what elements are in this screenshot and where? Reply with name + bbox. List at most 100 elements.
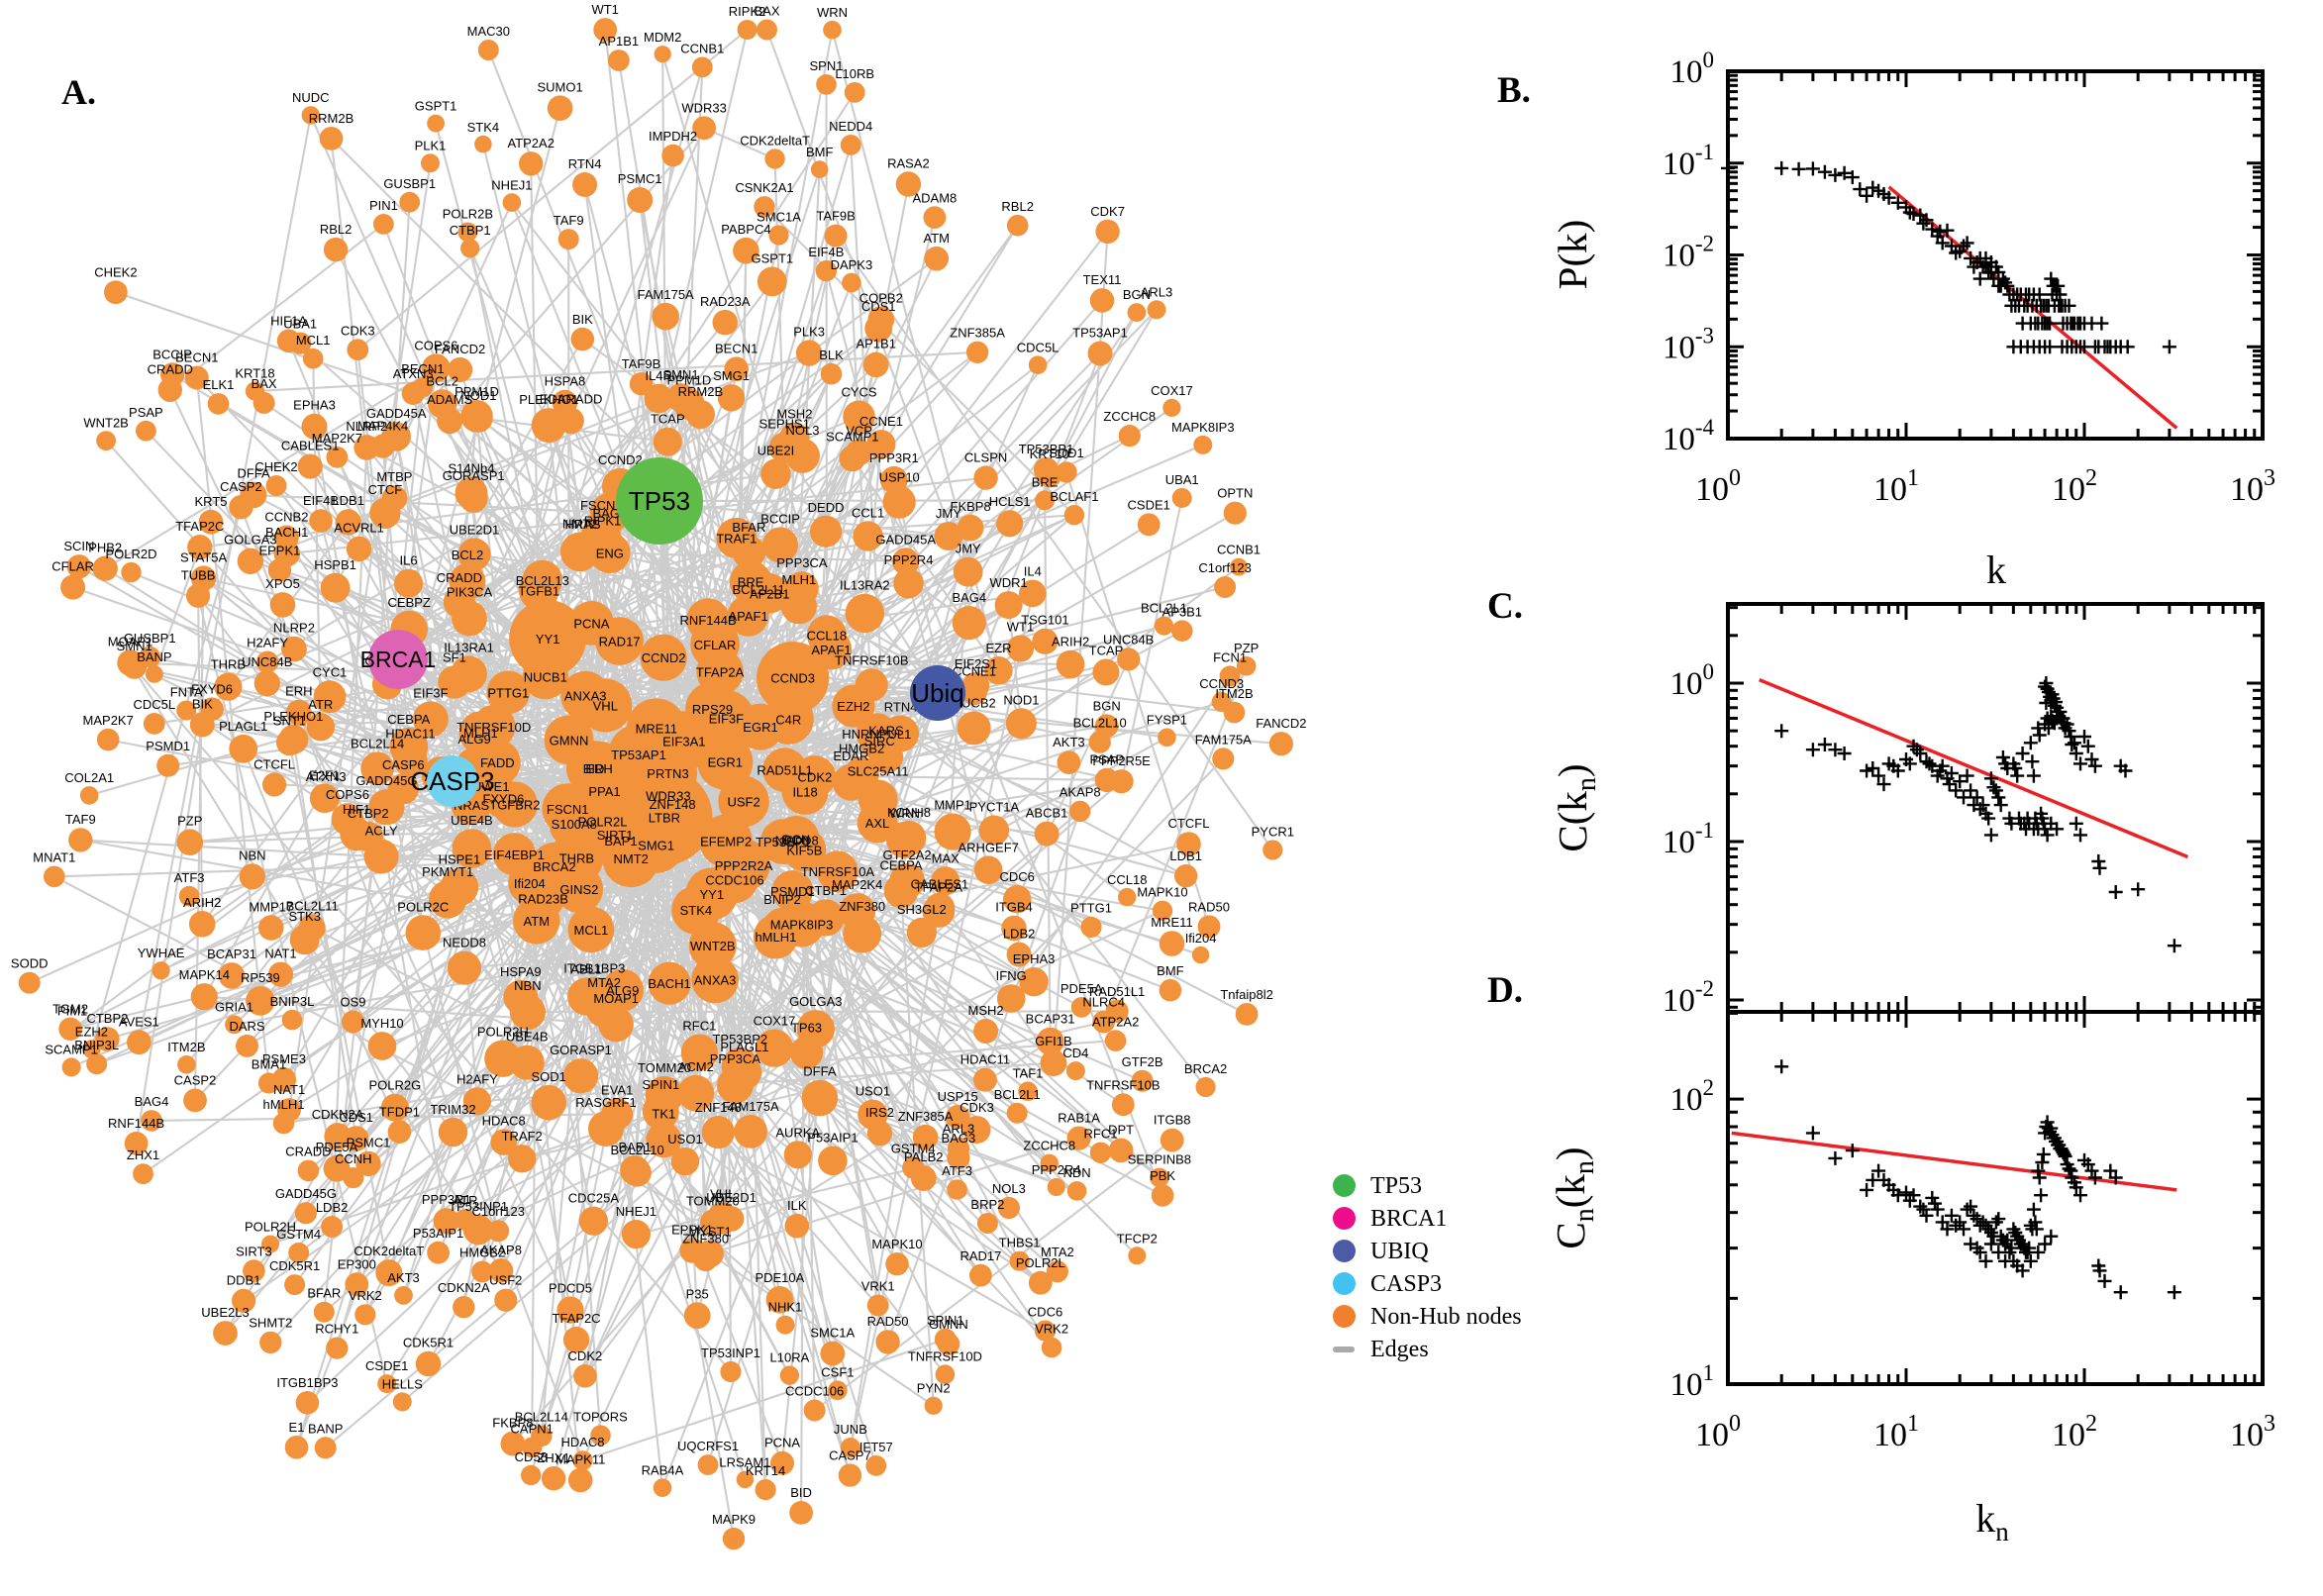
node-label: CCNE1 [953, 663, 996, 678]
tick-label: 101 [1670, 1360, 1715, 1403]
network-node [326, 1337, 349, 1359]
network-node [198, 509, 224, 535]
x-axis-label: kn​ [1975, 1496, 2009, 1546]
network-node [302, 348, 324, 369]
tick-label: 100 [1670, 659, 1715, 702]
network-node [906, 917, 937, 948]
node-label: MAX [932, 850, 960, 865]
node-label: RFC1 [682, 1019, 716, 1034]
node-label: NBN [514, 978, 541, 993]
network-node [1019, 967, 1049, 997]
network-node [626, 698, 686, 758]
hub-label: TP53 [629, 486, 690, 516]
node-label: NEDD8 [775, 833, 819, 848]
node-label: JMY [936, 506, 961, 521]
network-node [1174, 864, 1198, 888]
network-node [18, 971, 41, 994]
node-label: TEX11 [1083, 272, 1122, 287]
network-node [770, 1450, 794, 1475]
node-label: PPP3R1 [422, 1192, 471, 1207]
node-label: TFAP2A [696, 665, 745, 680]
network-node [229, 495, 253, 520]
node-label: FYSP1 [1147, 713, 1187, 728]
node-label: EIF3F [413, 685, 448, 700]
legend-edge-swatch [1333, 1346, 1355, 1352]
network-node [573, 1364, 597, 1388]
node-label: BANP [137, 649, 171, 664]
network-node [531, 1425, 553, 1447]
node-label: L10RA [770, 1349, 810, 1364]
network-node [1092, 1010, 1116, 1034]
node-label: MAP2K7 [312, 431, 362, 446]
node-label: CEBPZ [388, 595, 431, 610]
network-node [843, 400, 875, 434]
node-label: TAF9 [554, 213, 584, 228]
network-node [866, 430, 896, 459]
node-label: RCHY1 [315, 1322, 358, 1337]
node-label: SMN1 [662, 367, 698, 382]
network-node [1095, 219, 1120, 245]
network-node [387, 1120, 412, 1144]
network-node [947, 1146, 970, 1170]
network-node [866, 1294, 889, 1317]
node-label: PYN2 [917, 1381, 951, 1396]
node-label: NUCB1 [524, 669, 567, 684]
network-node [1236, 656, 1257, 676]
node-label: TFAP2C [553, 1311, 601, 1326]
node-label: TGFBR2 [489, 798, 540, 813]
network-node [895, 171, 922, 197]
node-label: EIF4EBP1 [484, 848, 545, 862]
network-node [1070, 997, 1092, 1018]
node-label: CDC5L [1017, 340, 1060, 354]
node-label: PTTG1 [487, 685, 529, 700]
node-label: S100A8 [552, 817, 597, 832]
node-label: ABL1 [570, 962, 602, 977]
network-node [284, 1274, 306, 1296]
network-node [178, 885, 200, 907]
node-label: L10RB [835, 66, 874, 81]
node-label: CDS1 [339, 1110, 373, 1125]
network-node [421, 153, 440, 173]
node-label: SPIN1 [643, 1077, 680, 1092]
node-label: HSPA8 [545, 374, 586, 389]
network-node [257, 1072, 280, 1094]
node-label: ZCCHC8 [1103, 409, 1156, 424]
node-label: NEDD4 [829, 119, 872, 134]
network-node [324, 1123, 352, 1150]
node-label: Ifi204 [514, 876, 546, 891]
node-label: PZP [177, 813, 202, 828]
node-label: CTBP2 [86, 1011, 128, 1026]
network-graph-panel-a: WDR33PRTN3ZNF148LTBRTP53AP1EIF3A1SMG1MRE… [11, 2, 1307, 1550]
network-node [762, 527, 799, 563]
node-label: CSF1 [821, 1365, 854, 1380]
node-label: IL18 [792, 784, 817, 799]
node-label: UBE4B [506, 1030, 549, 1045]
node-label: MYH10 [360, 1016, 403, 1031]
legend-color-swatch [1333, 1272, 1356, 1295]
node-label: AURKA [775, 1125, 820, 1140]
node-label: NLRC4 [1082, 995, 1125, 1010]
node-label: BRP2 [970, 1197, 1004, 1212]
node-label: USO1 [667, 1132, 702, 1147]
node-label: WNT2B [83, 415, 129, 430]
network-node [289, 925, 320, 955]
node-label: MOAP1 [593, 991, 639, 1006]
node-label: ZHX1 [127, 1147, 159, 1162]
node-label: AP2B1 [750, 586, 789, 601]
node-label: TP63 [791, 1020, 822, 1035]
network-node [1219, 665, 1241, 687]
node-label: TGFB1 [518, 583, 559, 598]
network-node [1111, 1093, 1135, 1117]
node-label: AXL [865, 816, 890, 831]
network-node [760, 458, 791, 489]
node-label: SCAMP1 [45, 1043, 97, 1057]
node-label: TNFRSF10A [801, 864, 875, 879]
network-node [443, 586, 475, 619]
node-label: ARIH2 [1052, 635, 1089, 649]
node-label: HSPE1 [439, 852, 481, 867]
node-label: UBE2D1 [450, 522, 500, 537]
node-label: MNAT1 [33, 850, 75, 865]
network-node [789, 1501, 813, 1525]
network-node [1197, 915, 1221, 939]
network-node [934, 522, 963, 550]
